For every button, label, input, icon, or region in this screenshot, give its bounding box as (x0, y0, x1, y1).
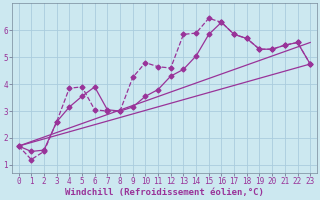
X-axis label: Windchill (Refroidissement éolien,°C): Windchill (Refroidissement éolien,°C) (65, 188, 264, 197)
